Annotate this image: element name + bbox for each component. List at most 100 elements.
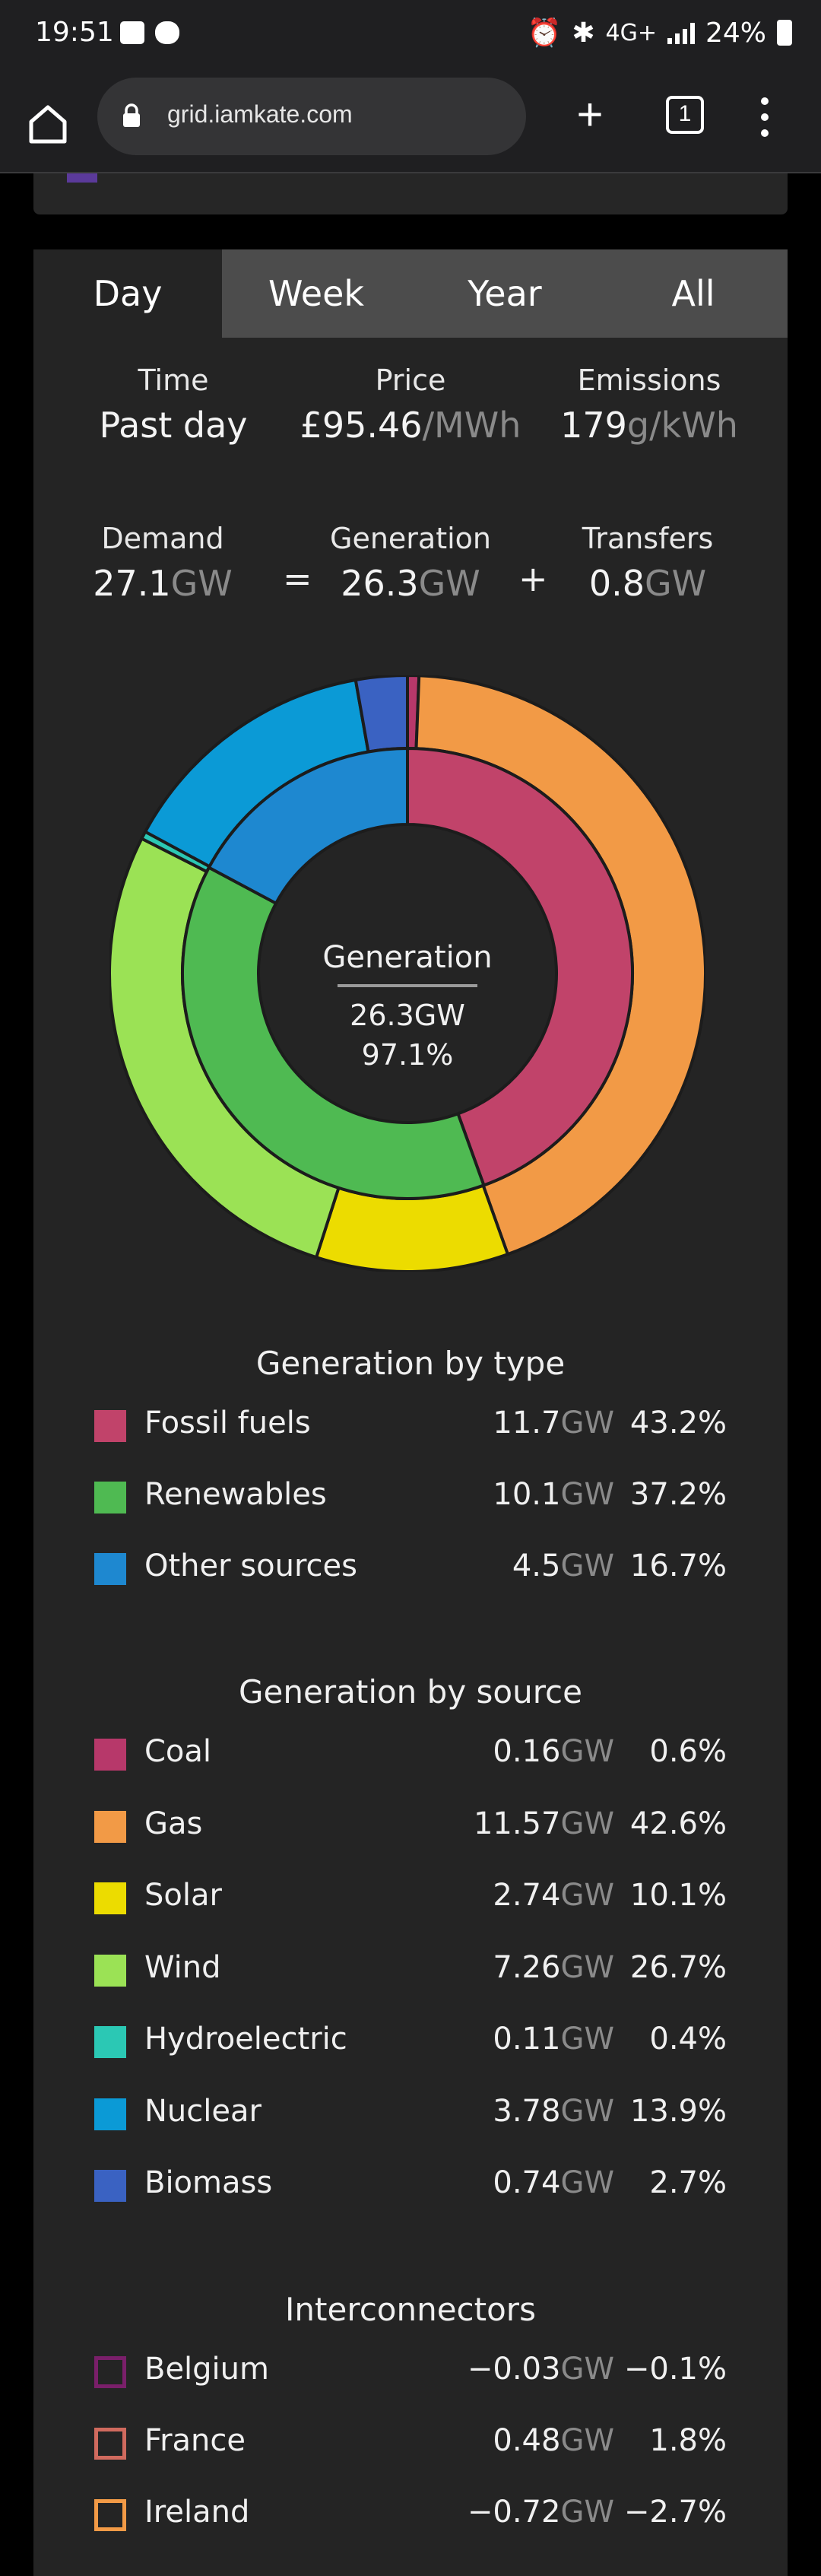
legend-label: Gas: [144, 1806, 203, 1841]
stat-label: Price: [375, 364, 446, 397]
stat-value: 0.8GW: [588, 563, 707, 604]
legend-percent: 42.6%: [629, 1806, 727, 1841]
legend-swatch: [94, 2098, 126, 2130]
legend-row: Wind 7.26GW 26.7%: [94, 1949, 727, 1994]
legend-row: Other sources 4.5GW 16.7%: [94, 1547, 727, 1593]
legend-swatch: [94, 1482, 126, 1514]
legend-swatch: [94, 2428, 126, 2460]
notification-icons: [120, 21, 179, 44]
bluetooth-icon: ✱: [572, 17, 595, 49]
generation-donut-chart: Generation 26.3GW 97.1%: [109, 675, 705, 1272]
legend-row: Hydroelectric 0.11GW 0.4%: [94, 2020, 727, 2066]
legend-percent: 1.8%: [649, 2423, 727, 2458]
legend-row: Fossil fuels 11.7GW 43.2%: [94, 1404, 727, 1450]
transfers-stat: Transfers 0.8GW: [541, 522, 754, 604]
legend-label: France: [144, 2423, 246, 2458]
donut-segment-other-sources: [207, 746, 409, 906]
donut-segment-renewables: [181, 865, 486, 1200]
stat-label: Time: [138, 364, 209, 397]
grid-card: Day Week Year All Time Past day Price £9…: [33, 249, 788, 2576]
tab-week[interactable]: Week: [222, 249, 410, 338]
donut-center-percent: 97.1%: [362, 1038, 454, 1072]
legend-value: 10.1GW: [493, 1477, 614, 1512]
donut-center-label: Generation: [322, 940, 492, 975]
lock-icon: [123, 103, 140, 127]
battery-icon: [777, 20, 792, 46]
stat-emissions: Emissions 179g/kWh: [535, 364, 763, 446]
summary-stats: Time Past day Price £95.46/MWh Emissions…: [33, 364, 788, 470]
tab-all[interactable]: All: [599, 249, 788, 338]
legend-swatch: [94, 2026, 126, 2058]
legend-percent: 0.6%: [649, 1734, 727, 1769]
generation-by-type-title: Generation by type: [255, 1345, 566, 1382]
legend-row: Nuclear 3.78GW 13.9%: [94, 2092, 727, 2138]
legend-value: 7.26GW: [493, 1949, 614, 1985]
legend-value: 11.7GW: [493, 1406, 614, 1440]
stat-price: Price £95.46/MWh: [296, 364, 525, 446]
legend-row: Ireland −0.72GW −2.7%: [94, 2493, 727, 2539]
equals-sign: =: [283, 558, 312, 599]
stat-label: Emissions: [577, 364, 721, 397]
legend-swatch: [94, 1810, 126, 1843]
tab-switcher-button[interactable]: 1: [666, 96, 704, 134]
demand-stat: Demand 27.1GW: [56, 522, 269, 604]
browser-toolbar: grid.iamkate.com + 1: [0, 73, 821, 173]
legend-label: Biomass: [144, 2165, 273, 2200]
legend-swatch: [94, 1954, 126, 1987]
legend-percent: 43.2%: [629, 1406, 727, 1440]
legend-label: Other sources: [144, 1548, 357, 1583]
donut-segment-fossil-fuels: [406, 746, 634, 1188]
legend-label: Renewables: [144, 1477, 327, 1512]
legend-swatch: [94, 1410, 126, 1442]
signal-icon: [667, 21, 695, 44]
legend-swatch: [94, 2356, 126, 2388]
legend-value: 0.48GW: [493, 2423, 614, 2458]
network-type: 4G+: [605, 19, 657, 46]
legend-swatch: [94, 1739, 126, 1771]
legend-label: Wind: [144, 1949, 221, 1985]
legend-value: −0.72GW: [467, 2495, 614, 2530]
new-tab-button[interactable]: +: [576, 89, 604, 140]
status-bar: 19:51 ⏰ ✱ 4G+ 24%: [0, 0, 821, 73]
tab-year[interactable]: Year: [410, 249, 599, 338]
legend-row: Coal 0.16GW 0.6%: [94, 1733, 727, 1778]
stat-time: Time Past day: [59, 364, 287, 446]
stat-value: £95.46/MWh: [300, 405, 521, 446]
legend-value: 2.74GW: [493, 1878, 614, 1913]
legend-value: −0.03GW: [467, 2352, 614, 2387]
interconnectors-title: Interconnectors: [285, 2291, 536, 2328]
legend-swatch: [94, 2170, 126, 2202]
tab-day[interactable]: Day: [33, 249, 222, 338]
home-icon[interactable]: [27, 103, 68, 145]
period-tabs: Day Week Year All: [33, 249, 788, 338]
gallery-icon: [120, 21, 144, 44]
game-controller-icon: [155, 21, 179, 44]
legend-percent: 16.7%: [629, 1548, 727, 1583]
legend-label: Nuclear: [144, 2093, 262, 2129]
legend-value: 0.11GW: [493, 2022, 614, 2057]
legend-label: Solar: [144, 1878, 222, 1913]
legend-percent: 0.4%: [649, 2022, 727, 2057]
legend-swatch: [94, 2499, 126, 2531]
legend-swatch: [67, 173, 97, 183]
stat-value: 26.3GW: [341, 563, 480, 604]
legend-value: 4.5GW: [512, 1548, 614, 1583]
legend-row: Solar 2.74GW 10.1%: [94, 1876, 727, 1922]
legend-row: Biomass 0.74GW 2.7%: [94, 2164, 727, 2209]
legend-row: France 0.48GW 1.8%: [94, 2422, 727, 2467]
browser-menu-button[interactable]: [751, 94, 778, 140]
legend-percent: 2.7%: [649, 2165, 727, 2200]
legend-value: 0.16GW: [493, 1734, 614, 1769]
previous-card: [33, 173, 788, 214]
legend-row: Renewables 10.1GW 37.2%: [94, 1475, 727, 1521]
legend-label: Hydroelectric: [144, 2022, 347, 2057]
address-bar[interactable]: grid.iamkate.com: [97, 78, 526, 155]
url-text: grid.iamkate.com: [167, 100, 353, 128]
legend-label: Fossil fuels: [144, 1406, 311, 1440]
stat-value: 27.1GW: [93, 563, 233, 604]
legend-value: 0.74GW: [493, 2165, 614, 2200]
generation-stat: Generation 26.3GW: [304, 522, 517, 604]
legend-label: Ireland: [144, 2495, 250, 2530]
legend-row: Gas 11.57GW 42.6%: [94, 1805, 727, 1850]
legend-percent: 26.7%: [629, 1949, 727, 1985]
